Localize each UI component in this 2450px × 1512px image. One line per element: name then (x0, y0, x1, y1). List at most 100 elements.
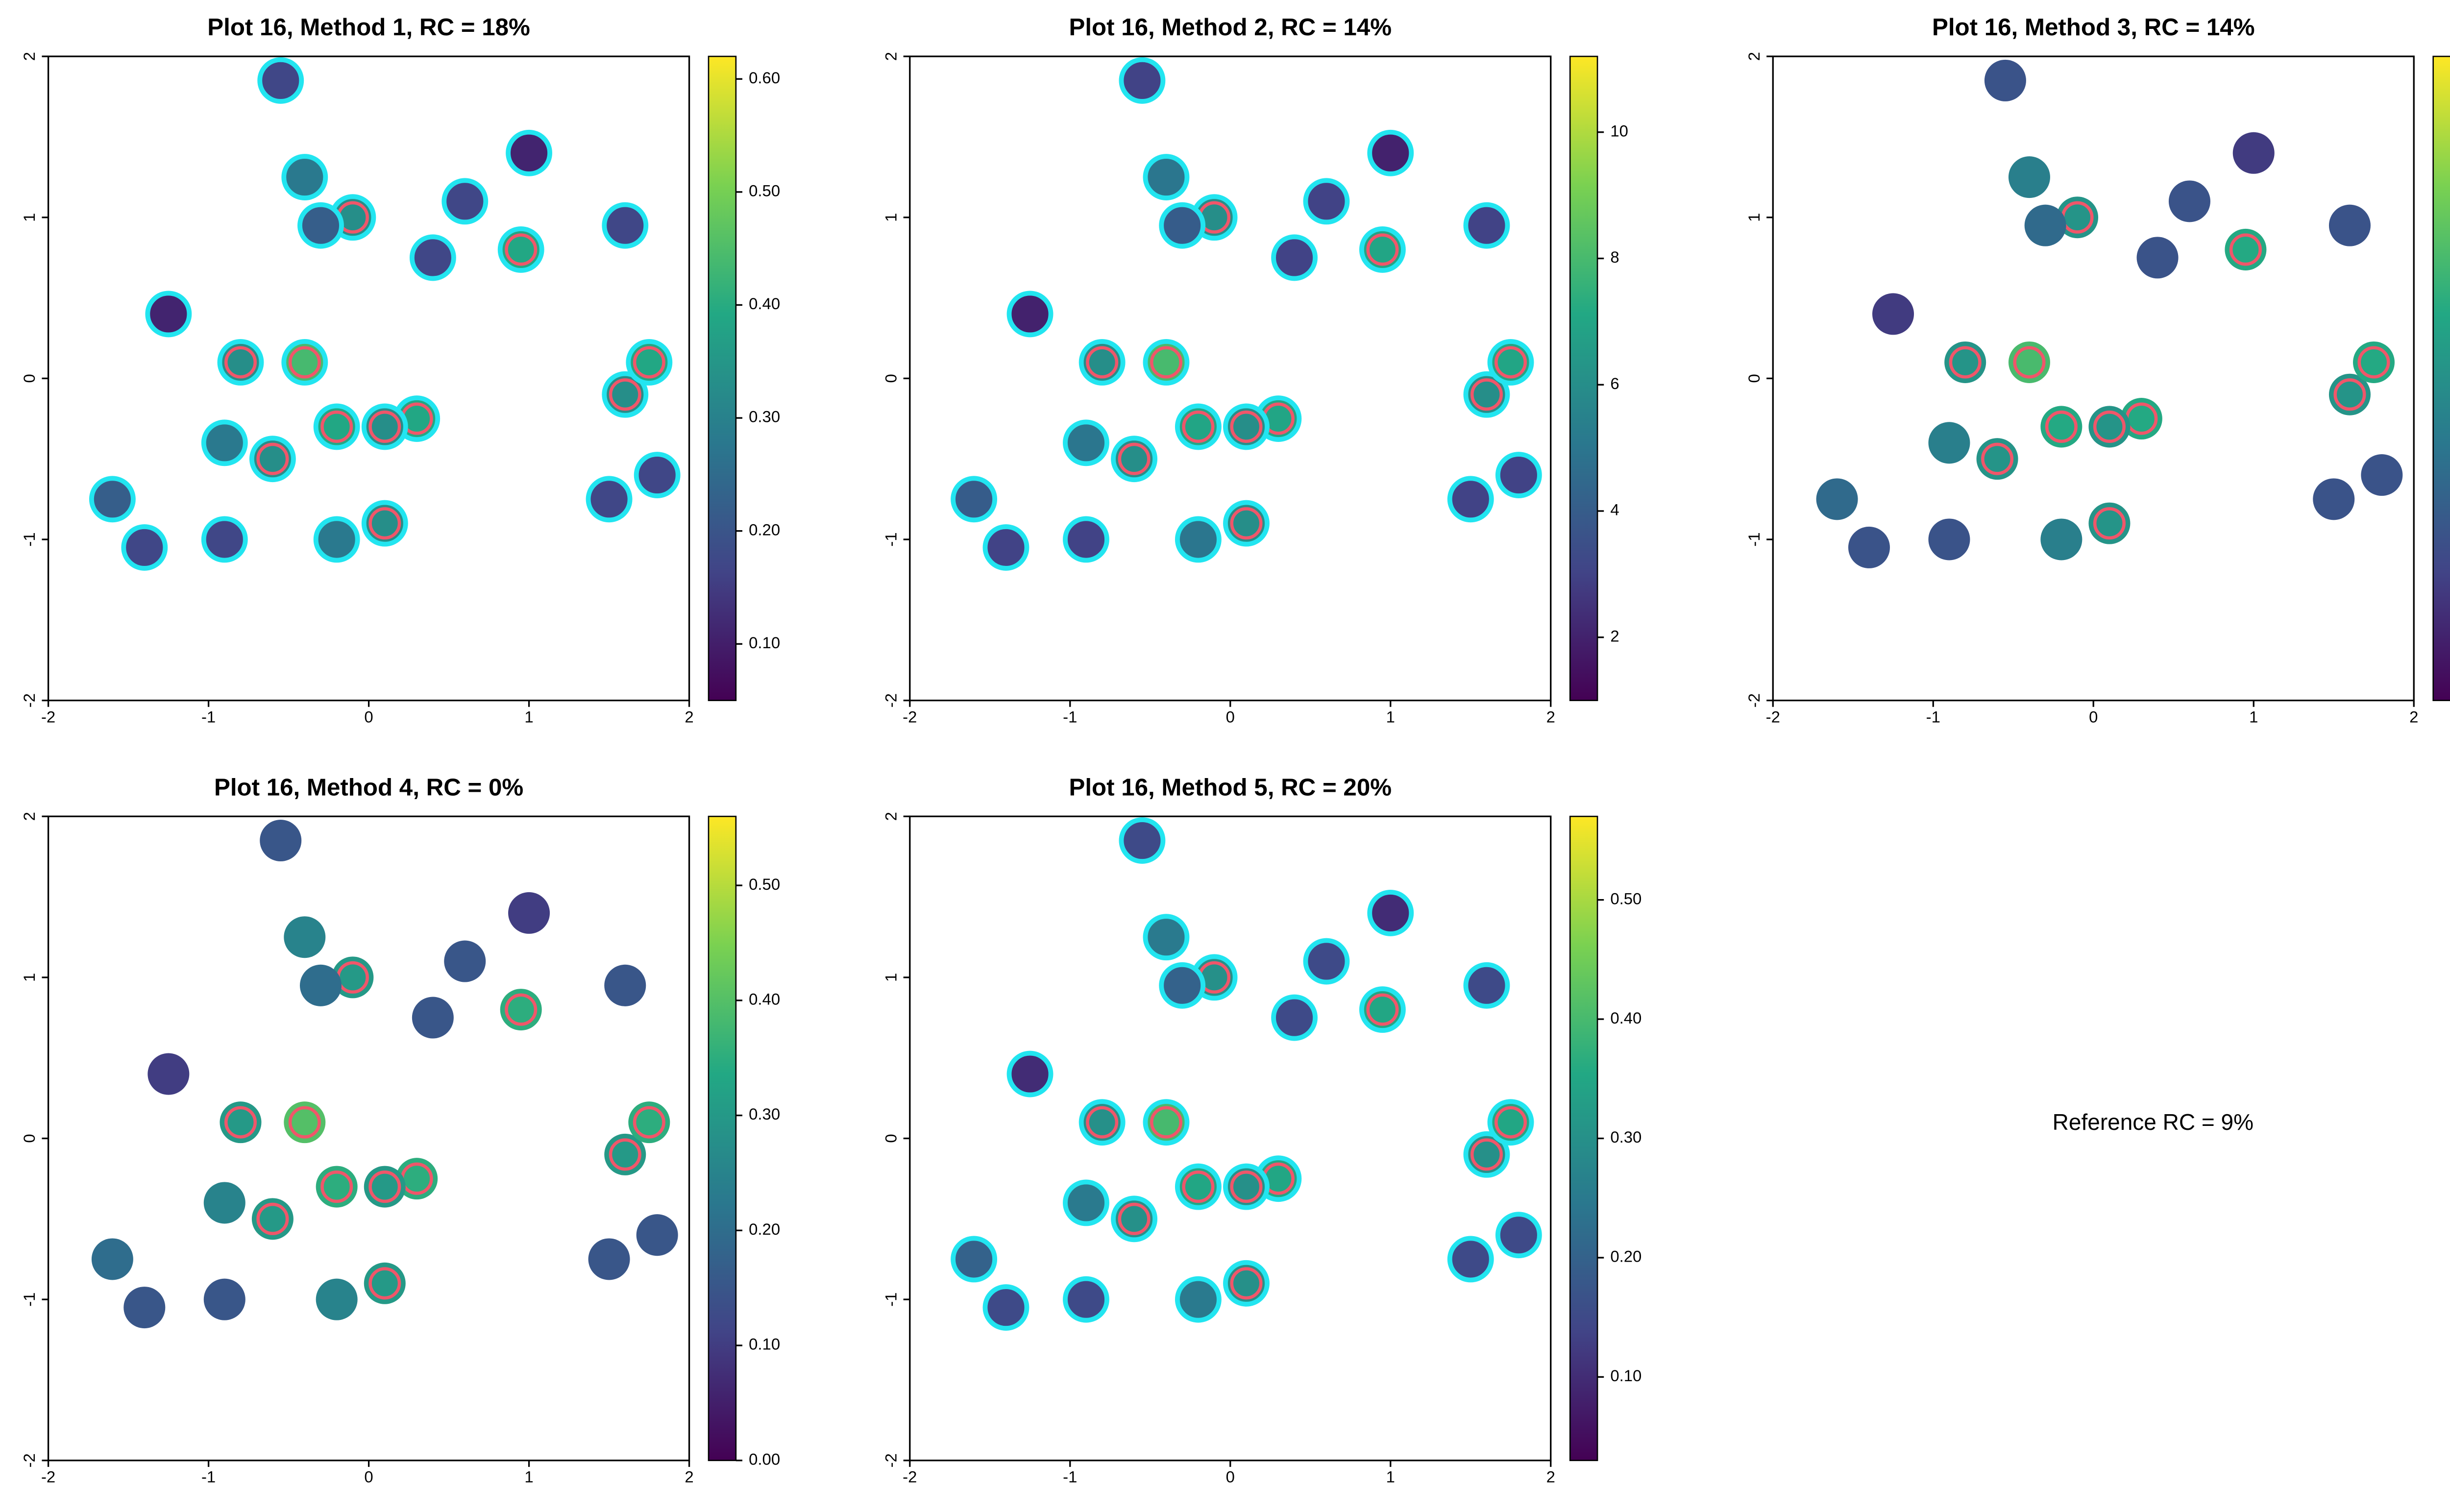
heat-cell (1143, 154, 1190, 200)
x-tick-label: -1 (201, 1468, 216, 1486)
y-tick-label: 0 (882, 1134, 900, 1143)
reference-outline (2013, 346, 2046, 379)
reference-outline (1230, 1171, 1263, 1203)
reference-outline (224, 346, 257, 379)
heat-cell (982, 524, 1029, 571)
panel-title: Plot 16, Method 4, RC = 0% (214, 774, 523, 801)
heat-cell (1928, 422, 1970, 464)
heat-cell (299, 964, 342, 1006)
reference-outline (1470, 378, 1503, 411)
reference-outline (1230, 507, 1263, 540)
y-tick-label: 1 (20, 973, 38, 982)
heat-cell (1367, 129, 1414, 176)
heat-cell (2040, 518, 2082, 561)
panel-title: Plot 16, Method 2, RC = 14% (1069, 14, 1392, 41)
x-tick-label: -2 (903, 707, 917, 726)
x-tick-label: -1 (1063, 1468, 1077, 1486)
x-tick-label: 0 (2089, 707, 2098, 726)
heat-cell (2313, 478, 2355, 520)
heat-cell (602, 202, 649, 249)
reference-outline (633, 1106, 665, 1139)
heat-cell (588, 1238, 630, 1280)
reference-outline (2093, 410, 2126, 443)
colorbar-tick-label: 0.40 (1610, 1009, 1642, 1027)
reference-outline (288, 346, 321, 379)
x-tick-label: 1 (524, 707, 533, 726)
heat-cell (257, 57, 304, 104)
reference-outline (224, 1106, 257, 1139)
heat-cell (2008, 156, 2050, 198)
y-tick-label: 1 (1745, 213, 1763, 222)
x-tick-label: -1 (1926, 707, 1940, 726)
reference-outline (609, 1138, 641, 1171)
y-tick-label: 2 (1745, 52, 1763, 61)
heat-cell (1816, 478, 1858, 520)
heat-cell (1006, 1050, 1054, 1097)
colorbar-tick-label: 6 (1610, 374, 1619, 392)
heat-cell (586, 476, 633, 523)
heat-cell (1303, 938, 1350, 985)
reference-outline (1150, 346, 1183, 379)
y-tick-label: -1 (882, 532, 900, 546)
x-tick-label: 0 (1226, 1468, 1235, 1486)
heatmap-layer (89, 57, 681, 571)
y-tick-label: 1 (20, 213, 38, 222)
y-tick-label: -2 (20, 693, 38, 707)
reference-outline (1230, 410, 1263, 443)
reference-outline (288, 1106, 321, 1139)
heat-cell (441, 178, 489, 225)
colorbar-tick-label: 8 (1610, 248, 1619, 266)
reference-outline (609, 378, 641, 411)
plot-frame (909, 55, 1552, 702)
reference-outline (1981, 442, 2014, 475)
colorbar (1569, 55, 1598, 701)
reference-outline (1494, 346, 1527, 379)
heat-cell (201, 419, 248, 466)
heat-cell (508, 892, 550, 934)
panel-title: Plot 16, Method 5, RC = 20% (1069, 774, 1392, 801)
colorbar-tick-label: 2 (1610, 627, 1619, 645)
y-tick-label: -1 (882, 1293, 900, 1307)
y-tick-label: -1 (1745, 532, 1763, 546)
heat-cell (297, 202, 344, 249)
reference-outline (2357, 346, 2390, 379)
heat-cell (409, 234, 456, 281)
colorbar-tick-label: 0.50 (1610, 889, 1642, 907)
heat-cell (147, 1053, 190, 1095)
y-tick-label: 2 (882, 52, 900, 61)
x-tick-label: 2 (1546, 1468, 1555, 1486)
x-tick-label: -2 (41, 1468, 55, 1486)
heat-cell (1303, 178, 1350, 225)
heat-cell (203, 1182, 245, 1224)
colorbar-tick-label: 0.10 (749, 634, 780, 652)
reference-outline (256, 1202, 289, 1235)
colorbar-tick-label: 0.20 (749, 520, 780, 538)
x-tick-label: -1 (201, 707, 216, 726)
reference-outline (1086, 346, 1119, 379)
y-tick-label: 1 (882, 973, 900, 982)
heat-cell (2232, 132, 2275, 174)
heat-cell (1063, 419, 1109, 466)
reference-outline (368, 1267, 401, 1300)
x-tick-label: 1 (2249, 707, 2258, 726)
x-tick-label: 0 (364, 707, 373, 726)
heat-cell (91, 1238, 133, 1280)
reference-outline (633, 346, 665, 379)
heat-cell (1463, 202, 1510, 249)
heat-cell (1447, 476, 1494, 523)
heat-cell (1175, 1276, 1222, 1323)
colorbar-tick-label: 0.30 (749, 408, 780, 426)
heat-cell (1159, 962, 1206, 1009)
heat-cell (636, 1214, 678, 1256)
x-tick-label: -2 (41, 707, 55, 726)
x-tick-label: -2 (1766, 707, 1780, 726)
plot-frame (47, 55, 690, 702)
y-tick-label: 0 (20, 1134, 38, 1143)
reference-outline (320, 1171, 353, 1203)
heat-cell (604, 964, 646, 1006)
reference-outline (2045, 410, 2078, 443)
y-tick-label: -2 (882, 1453, 900, 1467)
heat-cell (1984, 59, 2026, 101)
reference-outline (2093, 507, 2126, 540)
y-tick-label: -1 (20, 532, 38, 546)
